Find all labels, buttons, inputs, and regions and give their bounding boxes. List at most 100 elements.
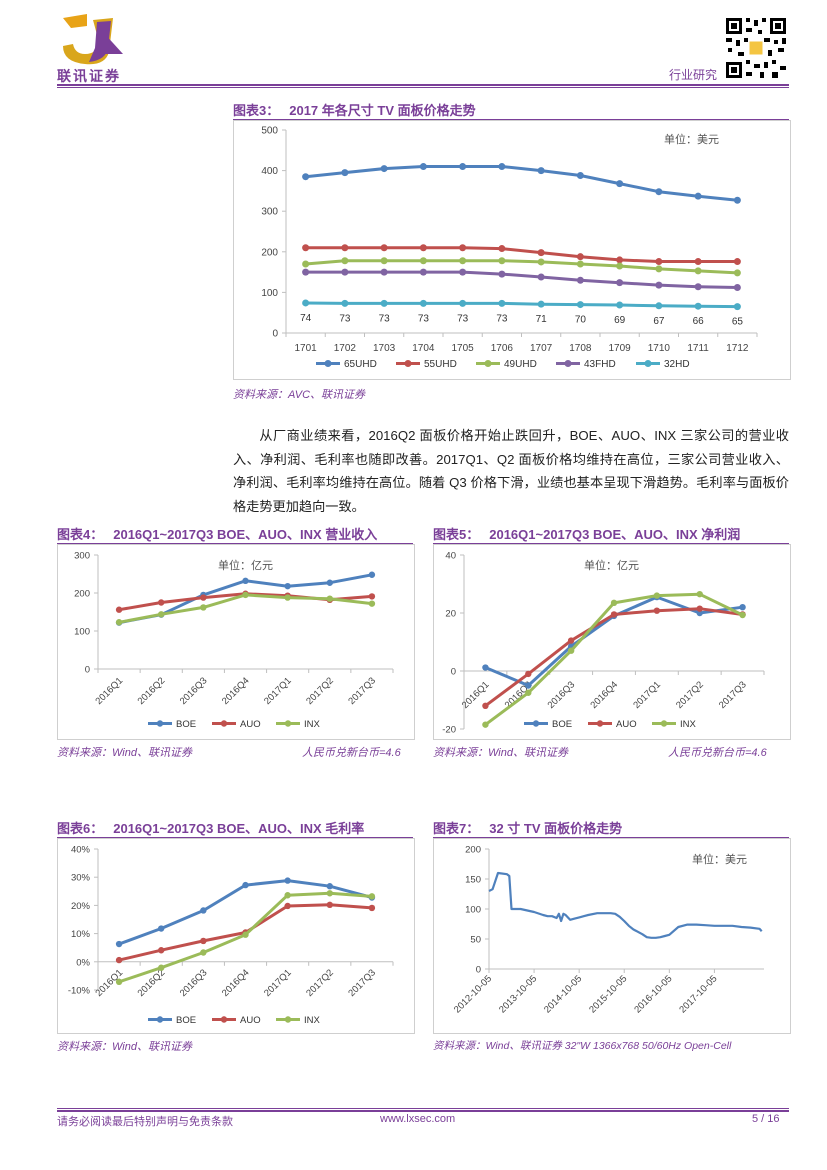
- fig3-data-label: 73: [339, 313, 351, 324]
- fig3-point-65UHD: [459, 163, 467, 171]
- fig4-point-INX: [115, 619, 123, 626]
- fig4-source: 资料来源：Wind、联讯证券: [57, 747, 192, 759]
- fig4-point-INX: [368, 600, 376, 607]
- fig4-legend-label-INX: INX: [304, 719, 321, 730]
- fig4-series-INX-line: [118, 593, 373, 624]
- fig7-x-tick-label: 2014-10-05: [542, 973, 584, 1015]
- fig3-point-49UHD: [302, 260, 310, 268]
- fig3-title: 图表3： 2017 年各尺寸 TV 面板价格走势: [233, 100, 476, 119]
- fig4-title-rule: [57, 543, 413, 544]
- fig5-x-tick-label: 2017Q2: [674, 679, 706, 711]
- fig6-x-tick-label: 2017Q3: [346, 967, 378, 999]
- fig6-legend-label-INX: INX: [304, 1015, 321, 1026]
- qr-code: [724, 16, 788, 80]
- fig3-legend-label-49UHD: 49UHD: [504, 359, 537, 370]
- fig5-point-BOE: [739, 604, 746, 611]
- fig5-title-rule: [433, 543, 789, 544]
- fig5-legend-marker-AUO: [596, 720, 604, 727]
- fig3-point-49UHD: [537, 258, 545, 266]
- fig7-x-tick-label: 2017-10-05: [677, 973, 719, 1015]
- fig7-title-rule: [433, 837, 789, 838]
- fig6-legend-marker-BOE: [156, 1016, 164, 1023]
- fig3-legend-marker-55UHD: [404, 360, 412, 367]
- fig5-point-BOE: [525, 682, 532, 689]
- fig3-data-label: 67: [653, 316, 665, 327]
- fig3-unit-note: 单位：美元: [664, 132, 719, 146]
- fig3-data-label: 65: [732, 317, 744, 328]
- fig7-title-text: 32 寸 TV 面板价格走势: [489, 821, 623, 836]
- footer-disclaimer[interactable]: 请务必阅读最后特别声明与免责条款: [57, 1116, 233, 1128]
- fig5-point-AUO: [653, 607, 661, 614]
- fig6-chart-svg: -10%0%10%20%30%40%2016Q1 2016Q2 2016Q3 2016…: [68, 845, 394, 1026]
- fig6-legend-label-AUO: AUO: [240, 1015, 261, 1026]
- fig3-point-55UHD: [498, 245, 506, 253]
- fig6-legend-marker-INX: [284, 1016, 292, 1023]
- fig3-point-49UHD: [694, 267, 702, 275]
- fig3-chart: 0 100 200 300 400 500 1701 1702 1703 1704 1705 1706…: [233, 120, 791, 380]
- fig3-point-43FHD: [459, 268, 467, 276]
- fig3-legend-marker-49UHD: [484, 360, 492, 367]
- fig6-y-tick-label: -10%: [68, 986, 91, 997]
- fig3-point-55UHD: [302, 244, 310, 252]
- fig6-legend-marker-AUO: [220, 1016, 228, 1023]
- fig4-chart-svg: 0 100 200 300 2016Q1 2016Q2 2016Q3 2016Q4 2017Q1…: [74, 551, 394, 730]
- header-rule: [57, 84, 789, 86]
- fig6-x-tick-label: 2016Q3: [178, 967, 210, 999]
- fig3-x-tick-label: 1709: [609, 343, 632, 354]
- fig6-point-BOE: [326, 883, 333, 890]
- fig5-point-INX: [482, 721, 489, 728]
- fig3-chart-svg: 0 100 200 300 400 500 1701 1702 1703 1704 1705 1706…: [261, 126, 758, 370]
- fig6-point-INX: [284, 892, 291, 899]
- fig3-point-55UHD: [576, 253, 584, 261]
- fig6-point-INX: [326, 890, 333, 897]
- fig5-legend-label-INX: INX: [680, 719, 697, 730]
- fig6-point-BOE: [284, 877, 291, 884]
- fig3-x-tick-label: 1712: [726, 343, 749, 354]
- fig4-title: 图表4： 2016Q1~2017Q3 BOE、AUO、INX 营业收入: [57, 524, 377, 543]
- fig5-point-INX: [653, 592, 661, 599]
- fig4-point-BOE: [368, 571, 376, 578]
- fig3-x-tick-label: 1707: [530, 343, 553, 354]
- fig3-point-49UHD: [341, 257, 349, 265]
- fig3-legend-marker-65UHD: [324, 360, 332, 367]
- fig4-legend-marker-AUO: [220, 720, 228, 727]
- fig3-series-43FHD-line: [305, 270, 738, 289]
- company-logo: [57, 12, 127, 68]
- footer-website[interactable]: www.lxsec.com: [380, 1113, 456, 1125]
- fig5-point-INX: [610, 599, 618, 607]
- fig3-point-55UHD: [380, 244, 388, 252]
- fig7-unit-note: 单位：美元: [692, 852, 747, 866]
- fig6-y-tick-label: 40%: [71, 845, 91, 856]
- fig3-point-49UHD: [498, 257, 506, 265]
- fig3-series-55UHD-line: [305, 246, 738, 263]
- fig5-y-tick-label: -20: [442, 725, 456, 736]
- fig3-point-65UHD: [576, 171, 584, 179]
- fig4-point-INX: [284, 594, 291, 601]
- footer-rule-thick: [57, 1110, 789, 1112]
- fig4-x-tick-label: 2017Q1: [262, 675, 294, 707]
- fig5-x-tick-label: 2016Q4: [588, 679, 620, 711]
- fig7-x-tick-label: 2016-10-05: [632, 973, 674, 1015]
- header-rule-thin: [57, 87, 789, 88]
- fig7-y-tick-label: 50: [470, 935, 481, 946]
- fig5-x-tick-label: 2017Q1: [631, 679, 663, 711]
- fig3-point-43FHD: [380, 268, 388, 276]
- fig7-x-tick-label: 2013-10-05: [497, 973, 539, 1015]
- fig4-point-BOE: [284, 582, 291, 590]
- fig5-point-AUO: [610, 611, 618, 618]
- fig3-point-55UHD: [655, 258, 663, 266]
- fig3-point-65UHD: [341, 169, 349, 177]
- fig6-y-tick-label: 10%: [71, 929, 91, 940]
- fig6-point-INX: [200, 949, 207, 956]
- fig3-point-32HD: [459, 299, 467, 307]
- fig4-y-tick-label: 200: [74, 589, 90, 600]
- fig3-point-49UHD: [576, 260, 584, 268]
- fig4-point-BOE: [242, 577, 249, 585]
- fig3-x-tick-label: 1703: [373, 343, 396, 354]
- fig3-data-label: 73: [496, 313, 508, 324]
- fig5-number: 图表5：: [433, 527, 480, 542]
- fig5-unit-note: 单位：亿元: [584, 558, 639, 572]
- fig3-point-32HD: [302, 299, 310, 307]
- fig4-legend-label-AUO: AUO: [240, 719, 261, 730]
- fig5-point-AUO: [482, 702, 489, 709]
